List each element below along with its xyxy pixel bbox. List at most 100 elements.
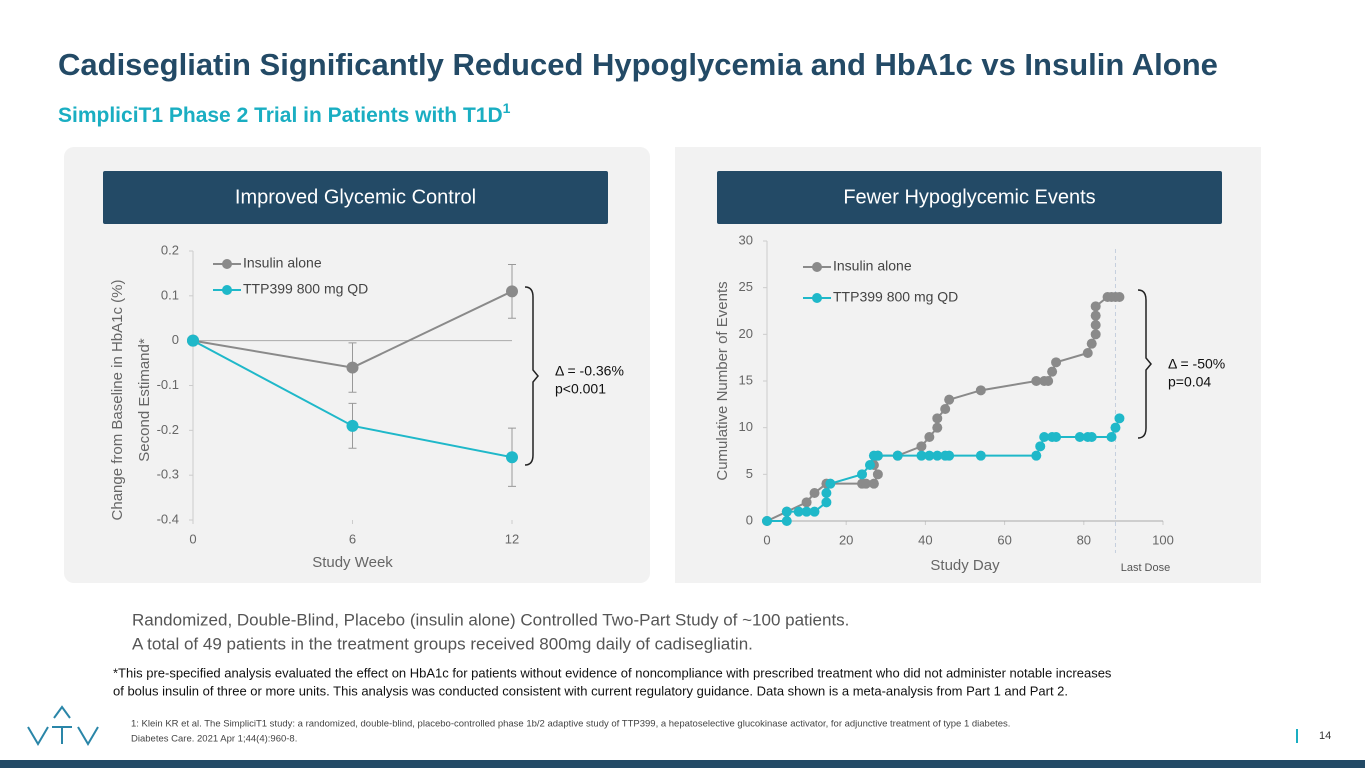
logo: [27, 705, 99, 746]
data-point: [506, 451, 518, 464]
data-point: [506, 285, 518, 298]
data-point: [825, 478, 836, 489]
y-tick-label: 30: [739, 232, 753, 247]
data-point: [781, 506, 792, 517]
reference-label: Last Dose: [1121, 562, 1171, 574]
x-tick-label: 12: [505, 531, 519, 546]
legend-marker: [222, 259, 232, 269]
legend-label: TTP399 800 mg QD: [243, 281, 368, 297]
y-tick-label: 20: [739, 326, 753, 341]
annotation: p=0.04: [1168, 374, 1211, 390]
data-point: [892, 450, 903, 461]
data-point: [801, 497, 812, 508]
data-point: [1106, 432, 1117, 442]
data-point: [868, 478, 879, 489]
y-axis-label: Second Estimand*: [136, 338, 153, 462]
data-point: [872, 450, 883, 461]
x-axis-label: Study Day: [930, 557, 1000, 574]
x-tick-label: 40: [918, 532, 932, 547]
data-point: [801, 506, 812, 517]
data-point: [1090, 320, 1101, 330]
data-point: [1074, 432, 1085, 442]
data-point: [346, 361, 359, 374]
data-point: [924, 450, 935, 461]
legend-label: Insulin alone: [833, 258, 912, 274]
y-tick-label: 0: [746, 512, 753, 527]
page-divider: [1296, 729, 1298, 743]
data-point: [916, 441, 927, 452]
subtitle-text: SimpliciT1 Phase 2 Trial in Patients wit…: [58, 104, 503, 127]
reference: 1: Klein KR et al. The SimpliciT1 study:…: [131, 719, 1010, 730]
data-point: [1114, 292, 1125, 302]
data-point: [1110, 422, 1121, 433]
data-point: [857, 469, 868, 480]
legend-label: TTP399 800 mg QD: [833, 289, 958, 305]
data-point: [809, 488, 820, 498]
footnote: of bolus insulin of three or more units.…: [113, 683, 1068, 698]
panel-header: [103, 171, 608, 224]
panel-header-text: Fewer Hypoglycemic Events: [843, 186, 1095, 208]
annotation: Δ = -50%: [1168, 356, 1225, 372]
data-point: [932, 413, 943, 424]
x-tick-label: 20: [839, 532, 853, 547]
data-point: [944, 394, 955, 405]
x-tick-label: 100: [1152, 532, 1174, 547]
data-point: [781, 516, 792, 526]
data-point: [940, 404, 951, 414]
footnote: *This pre-specified analysis evaluated t…: [113, 665, 1112, 680]
data-point: [793, 506, 804, 517]
panel-header-text: Improved Glycemic Control: [235, 186, 476, 208]
y-tick-label: -0.2: [157, 422, 179, 437]
y-tick-label: -0.4: [157, 511, 179, 526]
data-point: [762, 516, 772, 526]
y-tick-label: 0: [172, 332, 179, 347]
subtitle-sup: 1: [503, 100, 511, 116]
x-tick-label: 0: [189, 531, 196, 546]
page-number: 14: [1319, 730, 1331, 742]
data-point: [187, 334, 199, 347]
bracket: [1137, 289, 1152, 439]
bottom-bar: [0, 760, 1365, 768]
data-point: [821, 488, 832, 498]
x-axis-label: Study Week: [312, 554, 393, 571]
data-point: [346, 419, 359, 432]
x-tick-label: 60: [997, 532, 1011, 547]
data-point: [1043, 376, 1054, 386]
y-tick-label: 15: [739, 372, 753, 387]
slide-subtitle: SimpliciT1 Phase 2 Trial in Patients wit…: [58, 100, 511, 127]
data-point: [1047, 366, 1058, 377]
data-point: [861, 478, 871, 489]
y-axis-label: Cumulative Number of Events: [714, 281, 731, 480]
data-point: [809, 506, 820, 517]
panel-header: [717, 171, 1222, 224]
data-point: [821, 497, 832, 508]
data-point: [1086, 432, 1097, 442]
data-point: [1051, 432, 1062, 442]
legend-marker: [812, 262, 822, 272]
data-point: [924, 432, 935, 442]
data-point: [932, 422, 943, 433]
data-point: [1090, 301, 1101, 312]
y-tick-label: -0.1: [157, 377, 179, 392]
data-point: [1114, 413, 1125, 424]
data-point: [1051, 357, 1062, 368]
data-point: [1082, 348, 1093, 358]
data-point: [1090, 310, 1101, 321]
reference: Diabetes Care. 2021 Apr 1;44(4):960-8.: [131, 734, 297, 745]
data-point: [944, 450, 955, 461]
x-tick-label: 0: [763, 532, 770, 547]
y-tick-label: -0.3: [157, 467, 179, 482]
legend-marker: [222, 285, 232, 295]
x-tick-label: 6: [349, 531, 356, 546]
legend-marker: [812, 293, 822, 303]
body-text: Randomized, Double-Blind, Placebo (insul…: [132, 610, 849, 629]
y-tick-label: 5: [746, 466, 753, 481]
data-point: [1086, 338, 1097, 349]
data-point: [1035, 441, 1046, 452]
y-axis-label: Change from Baseline in HbA1c (%): [109, 280, 126, 521]
data-point: [932, 450, 943, 461]
data-point: [864, 460, 875, 470]
data-point: [1031, 450, 1042, 461]
data-point: [975, 450, 986, 461]
